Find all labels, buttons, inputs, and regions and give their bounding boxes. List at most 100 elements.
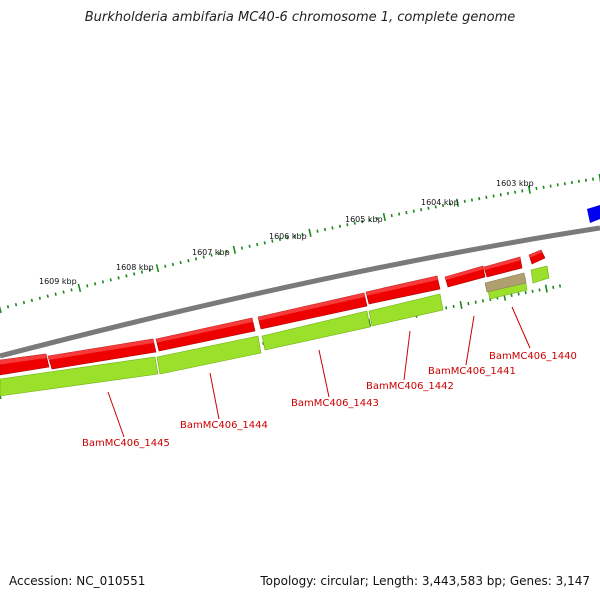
inner-minor-tick [538, 288, 541, 292]
outer-minor-tick [368, 218, 371, 222]
outer-minor-tick [420, 208, 423, 212]
pseudo-gene-bar[interactable] [484, 272, 527, 293]
cds-bar-4[interactable] [261, 310, 371, 351]
outer-major-tick [77, 283, 82, 292]
outer-minor-tick [148, 268, 151, 272]
outer-minor-tick [187, 258, 190, 263]
outer-minor-tick [346, 223, 349, 227]
outer-minor-tick [338, 224, 341, 228]
outer-minor-tick [101, 280, 105, 284]
genome-summary-text: Topology: circular; Length: 3,443,583 bp… [260, 574, 590, 588]
gene-label-1445[interactable]: BamMC406_1445 [82, 438, 170, 449]
outer-minor-tick [109, 278, 112, 282]
cds-bar-6[interactable] [0, 356, 159, 397]
gene-arrow-highlight [529, 250, 543, 258]
kbp-label-1604: 1604 kbp [421, 198, 459, 207]
gene-label-leader [511, 306, 531, 349]
outer-major-tick [527, 185, 531, 194]
outer-minor-tick [478, 197, 481, 201]
gene-label-leader [209, 372, 220, 420]
outer-minor-tick [62, 290, 65, 294]
outer-minor-tick [210, 253, 213, 257]
outer-major-tick [155, 264, 160, 273]
kbp-label-1603: 1603 kbp [496, 179, 534, 188]
outer-minor-tick [125, 274, 128, 278]
gene-label-1443[interactable]: BamMC406_1443 [291, 398, 379, 409]
forward-gene-highlight [0, 250, 543, 365]
outer-minor-tick [412, 209, 415, 213]
outer-minor-tick [6, 305, 10, 309]
outer-minor-tick [521, 189, 524, 193]
cds-bar-5[interactable] [156, 335, 262, 375]
outer-minor-tick [535, 186, 538, 191]
outer-minor-tick [225, 249, 228, 254]
outer-minor-tick [218, 251, 221, 255]
inner-minor-tick [531, 289, 534, 293]
inner-minor-tick [517, 292, 520, 296]
outer-minor-tick [556, 183, 559, 187]
outer-minor-tick [463, 199, 466, 203]
gene-label-leaders [107, 306, 531, 438]
outer-minor-tick [286, 236, 289, 240]
outer-minor-tick [375, 216, 379, 221]
gene-arrow-highlight [484, 257, 521, 270]
outer-minor-tick [405, 210, 408, 215]
outer-minor-tick [117, 276, 120, 280]
outer-major-tick [382, 212, 386, 222]
gene-label-leader [465, 315, 475, 366]
kbp-label-1605: 1605 kbp [345, 215, 383, 224]
outer-minor-tick [390, 213, 393, 218]
gene-labels: BamMC406_1440 BamMC406_1441 BamMC406_144… [82, 351, 577, 449]
inner-minor-tick [524, 290, 527, 295]
outer-minor-tick [140, 270, 144, 274]
outer-minor-tick [278, 237, 281, 242]
outer-minor-tick [323, 227, 327, 232]
inner-major-tick [544, 284, 548, 293]
accession-text: Accession: NC_010551 [9, 574, 146, 588]
kbp-label-1606: 1606 kbp [269, 232, 307, 241]
outer-minor-tick [470, 198, 473, 202]
outer-minor-tick [449, 202, 452, 206]
gene-label-1442[interactable]: BamMC406_1442 [366, 381, 454, 392]
outer-minor-tick [361, 219, 364, 224]
outer-minor-tick [353, 221, 356, 225]
gene-label-leader [318, 349, 330, 398]
kbp-label-1607: 1607 kbp [192, 248, 230, 257]
outer-major-tick [456, 198, 459, 207]
outer-minor-tick [427, 206, 430, 210]
cds-track [0, 265, 550, 397]
outer-minor-tick [171, 262, 175, 267]
outer-minor-tick [398, 212, 401, 216]
outer-minor-tick [30, 298, 34, 303]
inner-minor-tick [445, 306, 448, 310]
gene-label-1444[interactable]: BamMC406_1444 [180, 420, 268, 431]
gene-arrow-highlight [156, 318, 253, 343]
outer-minor-tick [256, 242, 259, 247]
outer-minor-tick [22, 300, 26, 305]
map-title: Burkholderia ambifaria MC40-6 chromosome… [84, 10, 516, 25]
outer-minor-tick [164, 264, 167, 268]
outer-minor-tick [331, 226, 334, 230]
other-feature-box[interactable] [587, 205, 600, 223]
outer-major-tick [308, 228, 312, 237]
outer-minor-tick [194, 257, 198, 261]
outer-minor-tick [46, 294, 49, 298]
outer-minor-tick [293, 234, 297, 238]
outer-minor-tick [549, 184, 552, 188]
gene-arrow-highlight [366, 276, 438, 296]
gene-arrow-highlight [258, 293, 365, 321]
gene-arrow-highlight [0, 354, 47, 365]
outer-minor-tick [133, 272, 136, 276]
outer-minor-tick [240, 246, 244, 250]
outer-minor-tick [54, 292, 57, 296]
cds-bar-3[interactable] [368, 293, 444, 327]
inner-major-tick [0, 391, 2, 400]
inner-minor-tick [452, 304, 455, 309]
outer-minor-tick [202, 255, 205, 259]
gene-label-1440[interactable]: BamMC406_1440 [489, 351, 577, 362]
outer-major-tick [0, 305, 2, 314]
outer-minor-tick [506, 191, 509, 196]
cds-bar-1[interactable] [530, 265, 550, 284]
gene-label-1441[interactable]: BamMC406_1441 [428, 366, 516, 377]
